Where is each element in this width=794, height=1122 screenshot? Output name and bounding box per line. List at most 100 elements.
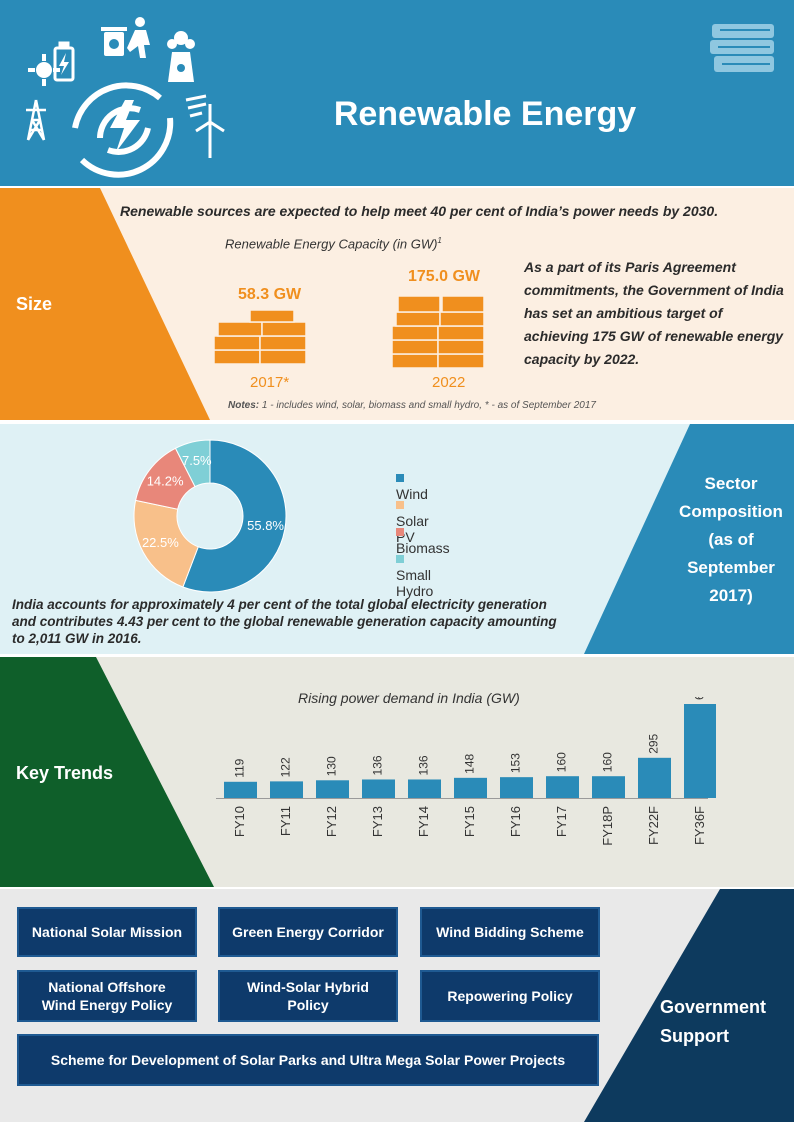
bar-fy17 <box>546 776 579 798</box>
lightning-bolt-icon <box>72 82 174 178</box>
bar-value-label: 122 <box>279 757 293 777</box>
legend-swatch <box>396 555 404 563</box>
sector-section: 55.8% 22.5% 14.2% 7.5% Wind Solar PV Biomass S… <box>0 424 794 654</box>
legend-label: Wind <box>396 486 428 502</box>
bar-category-label: FY13 <box>370 806 385 837</box>
gov-label-line: Government <box>660 997 767 1017</box>
size-section: Size Renewable sources are expected to h… <box>0 188 794 420</box>
pie-slice-solar-pv <box>133 499 199 588</box>
bar-category-label: FY36F <box>692 806 707 845</box>
bar-value-label: 136 <box>417 755 431 775</box>
legend-swatch <box>396 474 404 482</box>
wind-bidding-scheme-button[interactable]: Wind Bidding Scheme <box>420 907 600 957</box>
bolt-shape <box>110 100 140 152</box>
bar-value-label: 136 <box>371 755 385 775</box>
legend-item-biomass: Biomass <box>396 524 450 556</box>
size-label: Size <box>16 294 53 314</box>
bar-value-label: 160 <box>555 752 569 772</box>
size-headline: Renewable sources are expected to help m… <box>120 203 719 219</box>
bar-fy11 <box>270 781 303 798</box>
capacity-title: Renewable Energy Capacity (in GW)1 <box>225 236 442 251</box>
bar-fy12 <box>316 780 349 798</box>
header-icons <box>26 17 774 178</box>
sector-label-line: September <box>687 558 775 577</box>
key-trends-label: Key Trends <box>16 763 114 783</box>
solar-parks-scheme-button[interactable]: Scheme for Development of Solar Parks an… <box>17 1034 599 1086</box>
bar-value-label: 130 <box>325 756 339 776</box>
bar-fy36f <box>684 704 716 798</box>
sector-text: India accounts for approximately 4 per c… <box>12 597 557 646</box>
pie-slice-wind <box>182 439 287 593</box>
key-trends-section: Key Trends Rising power demand in India … <box>0 657 794 887</box>
bar-category-label: FY11 <box>278 806 293 836</box>
paris-agreement-text: As a part of its Paris Agreement commitm… <box>524 259 784 367</box>
bar-category-label: FY15 <box>462 806 477 837</box>
bar-value-label: 160 <box>601 752 615 772</box>
bar-category-label: FY12 <box>324 806 339 837</box>
person-icon <box>127 17 150 58</box>
battery-icon <box>53 41 75 82</box>
wind-solar-hybrid-policy-button[interactable]: Wind-Solar Hybrid Policy <box>218 970 398 1022</box>
offshore-wind-policy-button[interactable]: National Offshore Wind Energy Policy <box>17 970 197 1022</box>
national-solar-mission-button[interactable]: National Solar Mission <box>17 907 197 957</box>
demand-chart-title: Rising power demand in India (GW) <box>298 690 520 706</box>
government-support-label: Government Support <box>660 993 766 1051</box>
repowering-policy-button[interactable]: Repowering Policy <box>420 970 600 1022</box>
bar-fy10 <box>224 781 257 798</box>
bar-category-label: FY22F <box>646 806 661 845</box>
recycle-bin-icon <box>101 27 127 56</box>
page-title: Renewable Energy <box>333 95 637 133</box>
demand-bar-chart: 119 FY10 122 FY11 130 FY12 136 FY13 136 FY14 148 FY… <box>216 697 716 846</box>
capacity-2017-value: 58.3 GW <box>238 286 302 303</box>
size-triangle <box>0 188 210 420</box>
money-stack-large-icon <box>391 295 485 369</box>
legend-swatch <box>396 528 404 536</box>
trends-triangle <box>0 657 214 887</box>
nuclear-plant-icon <box>167 31 195 82</box>
legend-label: Small Hydro <box>396 567 434 599</box>
legend-item-small-hydro: Small Hydro <box>396 551 433 599</box>
legend-item-wind: Wind <box>396 470 428 502</box>
year-2017-label: 2017* <box>250 374 290 391</box>
bar-fy18p <box>592 776 625 798</box>
header-banner: Renewable Energy <box>0 0 794 186</box>
bar-fy22f <box>638 757 671 798</box>
bar-category-label: FY17 <box>554 806 569 837</box>
bar-value-label: 119 <box>233 758 247 777</box>
bar-fy13 <box>362 779 395 798</box>
bar-value-label: 148 <box>463 753 477 773</box>
sector-label-line: 2017) <box>709 586 753 605</box>
legend-label: Biomass <box>396 540 450 556</box>
bar-category-label: FY10 <box>232 806 247 837</box>
pie-label: 7.5% <box>182 453 212 468</box>
sector-label-line: Sector <box>704 474 758 493</box>
wind-icon <box>185 94 207 118</box>
wind-turbine-icon <box>195 104 225 158</box>
power-tower-icon <box>26 99 46 141</box>
sector-donut-chart: 55.8% 22.5% 14.2% 7.5% <box>133 439 287 593</box>
green-energy-corridor-button[interactable]: Green Energy Corridor <box>218 907 398 957</box>
capacity-title-note: 1 <box>437 236 442 245</box>
gov-triangle <box>584 889 794 1122</box>
capacity-title-text: Renewable Energy Capacity (in GW) <box>225 236 438 252</box>
bar-fy15 <box>454 777 487 798</box>
pie-label: 14.2% <box>147 474 184 489</box>
sector-label-line: Composition <box>679 502 783 521</box>
bar-fy14 <box>408 779 441 798</box>
bar-category-label: FY16 <box>508 806 523 837</box>
year-2022-label: 2022 <box>432 374 466 391</box>
money-stack-small-icon <box>213 309 307 365</box>
sector-label: Sector Composition (as of September 2017… <box>664 470 794 610</box>
bar-category-label: FY18P <box>600 806 615 846</box>
bar-value-label: 153 <box>509 753 523 773</box>
sector-triangle <box>584 424 794 654</box>
gov-label-line: Support <box>660 1026 729 1046</box>
pie-label: 22.5% <box>142 535 179 550</box>
pie-label: 55.8% <box>247 518 284 533</box>
capacity-2022-value: 175.0 GW <box>408 268 481 285</box>
books-icon <box>710 24 774 72</box>
government-support-section: Government Support National Solar Missio… <box>0 889 794 1122</box>
notes-label: Notes: <box>228 400 260 411</box>
sector-label-line: (as of <box>708 530 754 549</box>
notes-text: 1 - includes wind, solar, biomass and sm… <box>259 400 596 411</box>
